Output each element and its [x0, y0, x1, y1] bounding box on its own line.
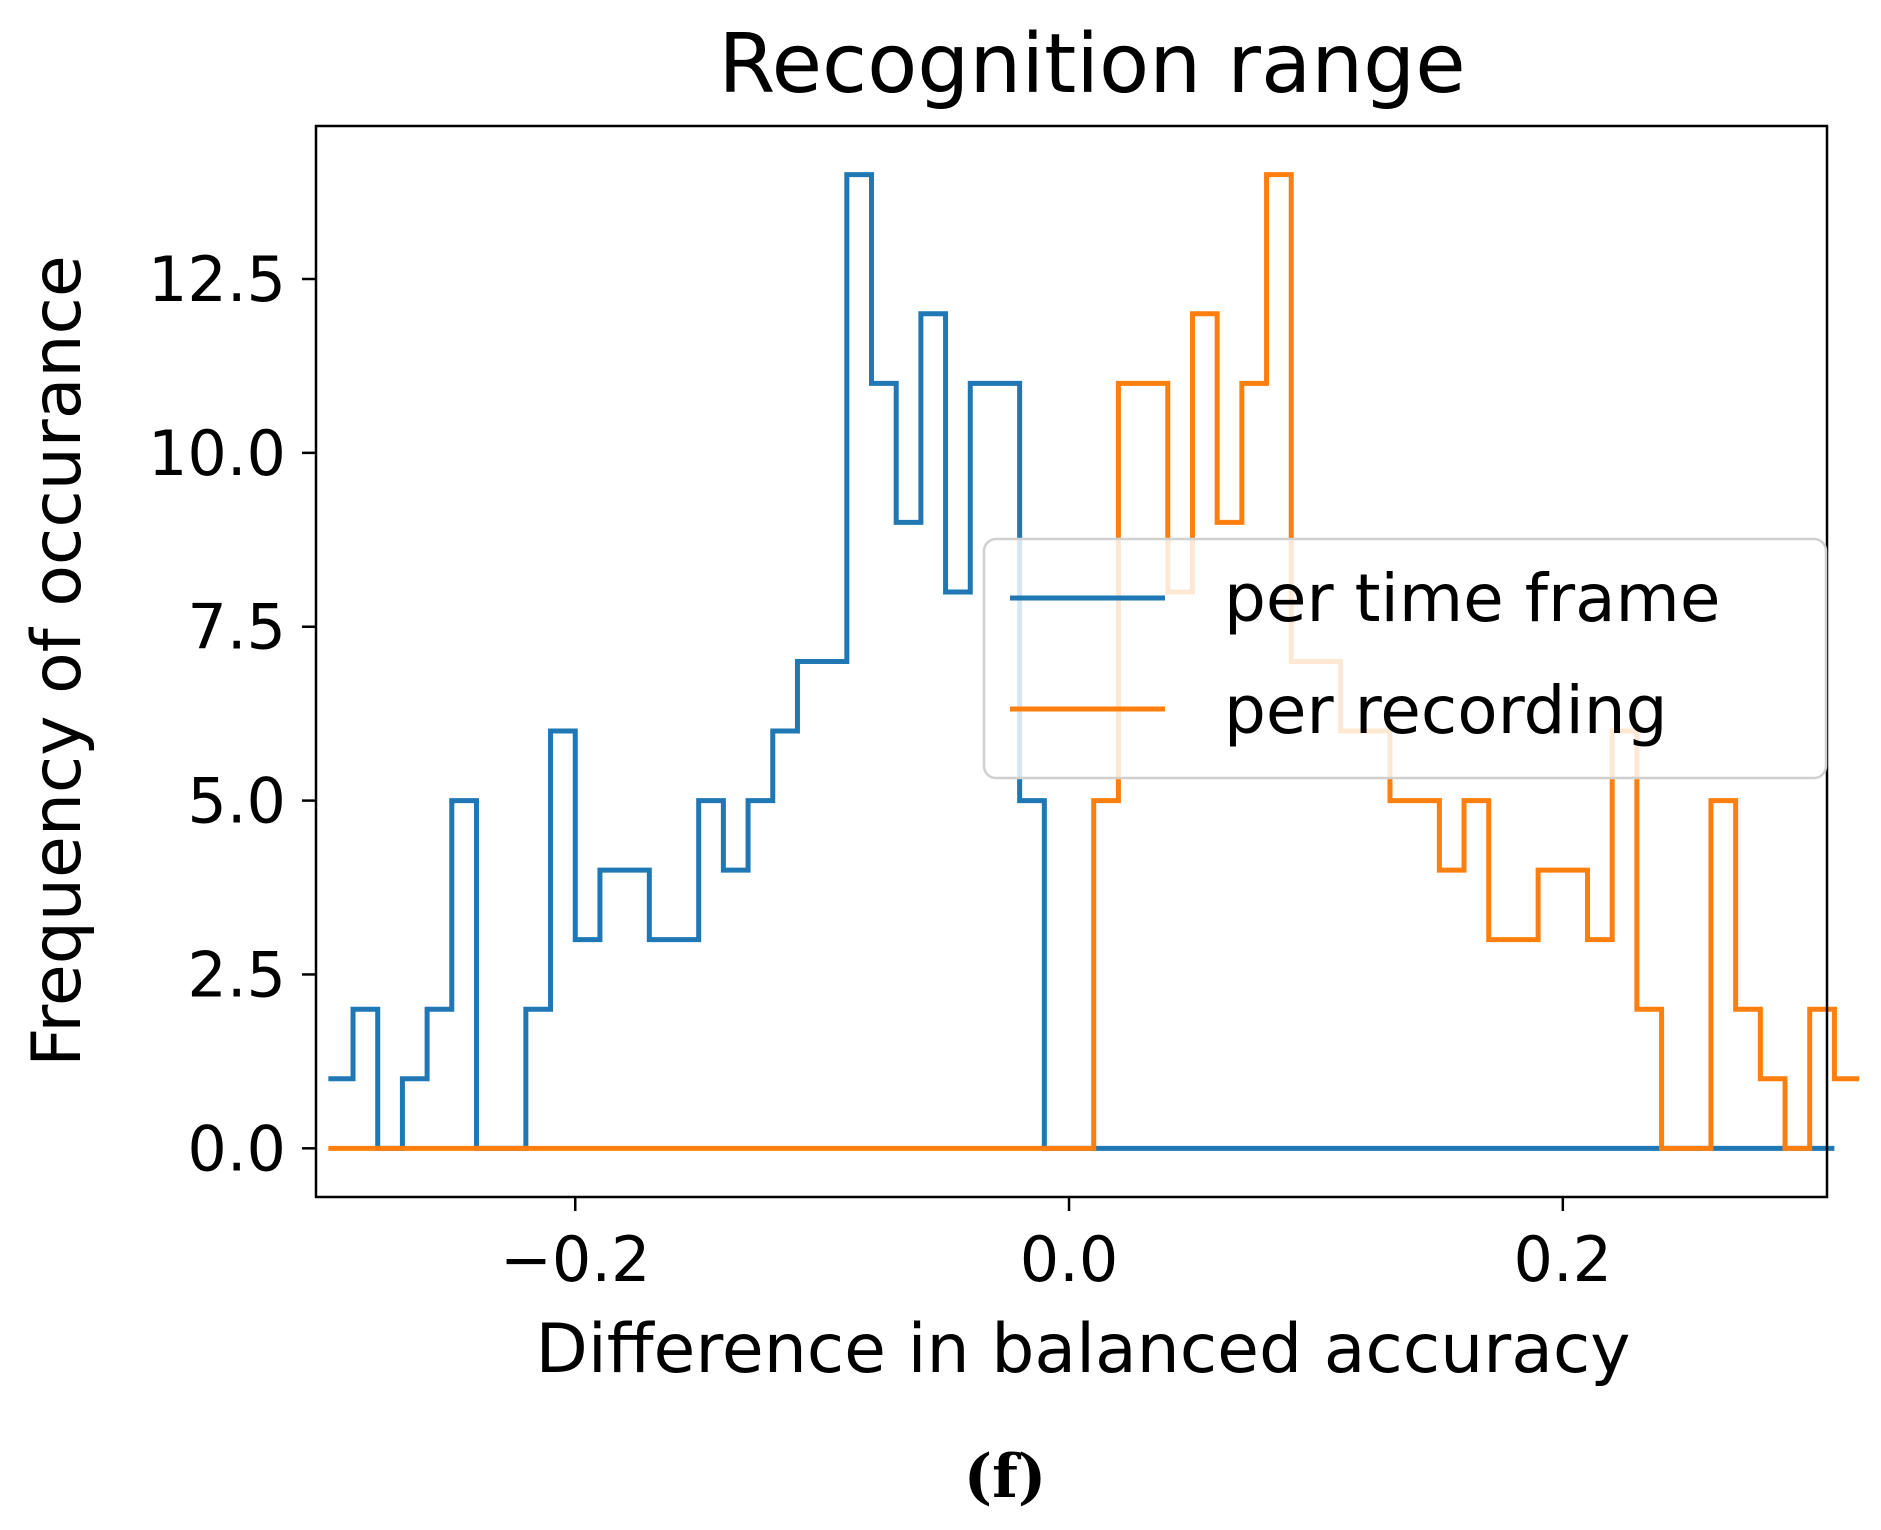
figure-caption: (f) [964, 1442, 1047, 1512]
chart-title: Recognition range [718, 17, 1465, 112]
x-tick-label: 0.0 [1020, 1223, 1119, 1296]
y-tick-label: 2.5 [187, 938, 286, 1011]
series-line-per-recording [328, 172, 1860, 1151]
y-tick-label: 12.5 [148, 243, 286, 316]
legend: per time frame per recording [982, 537, 1828, 780]
legend-box [982, 537, 1828, 780]
y-tick-label: 0.0 [187, 1112, 286, 1185]
legend-label-per-time-frame: per time frame [1224, 560, 1720, 637]
y-tick-label: 10.0 [148, 417, 286, 490]
x-axis-ticks: −0.2 0.0 0.2 [500, 1197, 1612, 1296]
y-axis-ticks: 0.0 2.5 5.0 7.5 10.0 12.5 [148, 243, 316, 1185]
series-line-per-time-frame [328, 172, 1835, 1151]
legend-label-per-recording: per recording [1224, 672, 1668, 749]
y-tick-label: 5.0 [187, 765, 286, 838]
series-layer [328, 172, 1860, 1151]
y-tick-label: 7.5 [187, 591, 286, 664]
x-tick-label: 0.2 [1514, 1223, 1613, 1296]
x-axis-label: Difference in balanced accuracy [535, 1310, 1630, 1389]
x-tick-label: −0.2 [500, 1223, 651, 1296]
y-axis-label: Frequency of occurance [18, 255, 97, 1066]
